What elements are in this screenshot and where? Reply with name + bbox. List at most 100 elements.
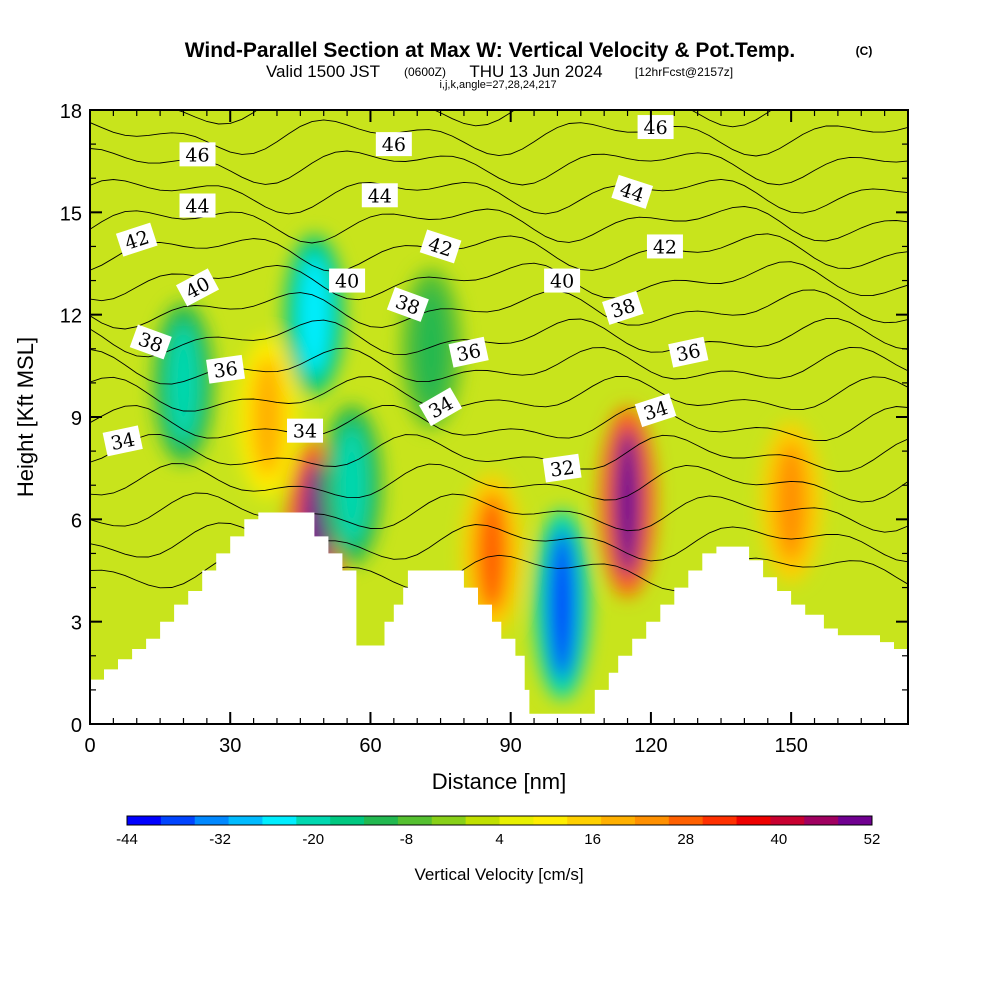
theta-contour-label-text: 44 xyxy=(185,196,209,218)
theta-contour-label: 40 xyxy=(329,268,366,293)
x-tick-label: 30 xyxy=(219,735,241,757)
colorbar-swatch xyxy=(668,816,704,825)
colorbar-swatch xyxy=(838,816,873,825)
chart-title-suffix: (C) xyxy=(856,44,873,58)
colorbar-tick-label: 4 xyxy=(495,831,503,848)
theta-contour-label: 46 xyxy=(179,142,216,167)
velocity-cell xyxy=(775,442,808,563)
subtitle-indices: i,j,k,angle=27,28,24,217 xyxy=(439,79,556,91)
theta-contour-label: 42 xyxy=(646,234,683,259)
y-tick-label: 6 xyxy=(71,510,82,532)
velocity-cell xyxy=(298,254,331,375)
velocity-cell xyxy=(548,529,577,680)
subtitle-forecast: [12hrFcst@2157z] xyxy=(635,65,733,79)
theta-contour-label-text: 40 xyxy=(550,271,574,293)
y-tick-label: 12 xyxy=(60,306,82,328)
theta-contour-label-text: 36 xyxy=(455,340,483,367)
theta-contour xyxy=(90,492,908,533)
colorbar-swatch xyxy=(194,816,230,825)
velocity-cell xyxy=(335,425,368,546)
theta-contour-label: 42 xyxy=(115,222,158,257)
theta-contour xyxy=(90,206,908,244)
velocity-cell xyxy=(613,427,642,578)
x-tick-label: 90 xyxy=(500,735,522,757)
theta-contour-label-text: 36 xyxy=(212,358,239,383)
theta-contour xyxy=(90,178,908,215)
colorbar-swatch xyxy=(804,816,839,825)
theta-contour-label-text: 44 xyxy=(368,185,392,207)
y-tick-label: 15 xyxy=(60,203,82,225)
colorbar-swatch xyxy=(567,816,602,825)
theta-contour-label: 44 xyxy=(179,193,216,218)
theta-contour xyxy=(90,233,908,273)
theta-contour xyxy=(90,148,908,186)
theta-contour-label-text: 32 xyxy=(549,457,576,482)
colorbar-swatch xyxy=(127,816,162,825)
colorbar-tick-label: 28 xyxy=(677,831,694,848)
velocity-cell xyxy=(475,493,508,614)
velocity-cell xyxy=(167,322,200,443)
velocity-cell xyxy=(415,288,448,409)
theta-contour-label-text: 40 xyxy=(335,271,359,293)
colorbar-tick-label: 52 xyxy=(864,831,881,848)
theta-contour xyxy=(90,376,908,412)
y-tick-label: 9 xyxy=(71,408,82,430)
colorbar-swatch xyxy=(770,816,805,825)
terrain xyxy=(90,512,908,724)
theta-contour-label-text: 46 xyxy=(185,144,209,166)
x-axis: 0 30 60 90 120 150 xyxy=(84,110,886,757)
theta-contour-label: 36 xyxy=(448,336,489,368)
colorbar-tick-label: -44 xyxy=(116,831,138,848)
theta-contour xyxy=(90,261,908,302)
colorbar-tick-label: -20 xyxy=(302,831,324,848)
colorbar-tick-label: 40 xyxy=(771,831,788,848)
theta-contour-label: 34 xyxy=(102,425,143,457)
theta-contour-label: 46 xyxy=(637,115,674,140)
theta-contour-label: 36 xyxy=(206,354,246,384)
colorbar-swatch xyxy=(736,816,771,825)
colorbar-label: Vertical Velocity [cm/s] xyxy=(414,865,583,884)
theta-contour-label: 34 xyxy=(287,418,324,443)
colorbar-tick-label: 16 xyxy=(584,831,601,848)
theta-contours xyxy=(90,110,908,592)
theta-contour-label: 38 xyxy=(129,324,172,360)
theta-contour-label-text: 36 xyxy=(674,340,702,367)
subtitle-valid: Valid 1500 JST xyxy=(266,62,380,81)
theta-contour-label: 32 xyxy=(542,453,582,483)
chart-title: Wind-Parallel Section at Max W: Vertical… xyxy=(185,39,796,62)
theta-contour xyxy=(90,522,908,563)
colorbar-swatch xyxy=(262,816,297,825)
colorbar-swatch xyxy=(397,816,433,825)
colorbar: -44 -32 -20 -8 4 16 28 40 52 xyxy=(116,815,881,848)
colorbar-swatch xyxy=(296,816,331,825)
x-tick-label: 0 xyxy=(84,735,95,757)
colorbar-swatch xyxy=(634,816,670,825)
theta-contour-label: 44 xyxy=(361,183,398,208)
theta-contour xyxy=(90,463,908,503)
colorbar-frame xyxy=(126,815,873,826)
subtitle-date: THU 13 Jun 2024 xyxy=(469,62,602,81)
colorbar-swatch xyxy=(364,816,399,825)
y-axis-label: Height [Kft MSL] xyxy=(13,337,38,497)
theta-contour xyxy=(90,289,908,330)
theta-contour-label: 46 xyxy=(375,132,412,157)
theta-contour xyxy=(90,405,908,442)
theta-contour-label-text: 46 xyxy=(643,117,667,139)
x-tick-label: 150 xyxy=(774,735,807,757)
theta-contour-label: 38 xyxy=(602,290,644,325)
y-tick-label: 3 xyxy=(71,613,82,635)
theta-contour xyxy=(90,433,908,472)
colorbar-swatch xyxy=(465,816,500,825)
theta-contour-label: 36 xyxy=(668,336,709,368)
x-tick-label: 60 xyxy=(359,735,381,757)
y-tick-label: 18 xyxy=(60,101,82,123)
theta-contour-label-text: 34 xyxy=(293,421,317,443)
colorbar-swatch xyxy=(160,816,196,825)
x-axis-label: Distance [nm] xyxy=(432,769,567,794)
colorbar-swatch xyxy=(431,816,467,825)
theta-contour-label-text: 34 xyxy=(109,429,137,456)
theta-contour-label: 42 xyxy=(419,229,462,264)
